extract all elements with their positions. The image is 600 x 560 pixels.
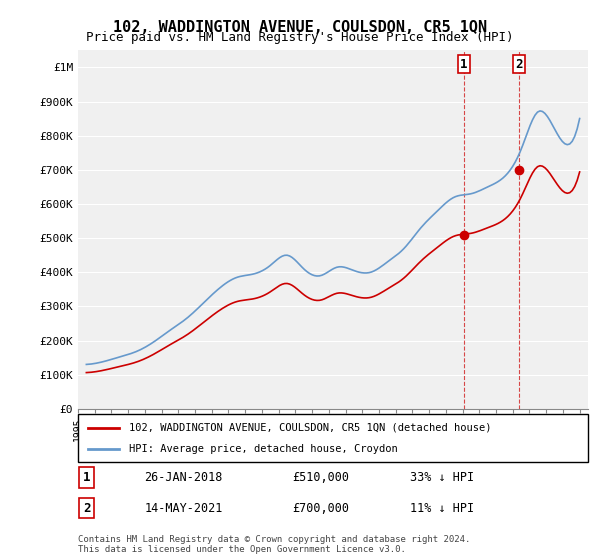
Text: 26-JAN-2018: 26-JAN-2018 (145, 471, 223, 484)
Text: 102, WADDINGTON AVENUE, COULSDON, CR5 1QN: 102, WADDINGTON AVENUE, COULSDON, CR5 1Q… (113, 20, 487, 35)
Text: 11% ↓ HPI: 11% ↓ HPI (409, 502, 473, 515)
Text: 1: 1 (460, 58, 467, 71)
Text: £510,000: £510,000 (292, 471, 349, 484)
Text: HPI: Average price, detached house, Croydon: HPI: Average price, detached house, Croy… (129, 444, 398, 454)
Text: £700,000: £700,000 (292, 502, 349, 515)
Text: 1: 1 (83, 471, 91, 484)
Text: Contains HM Land Registry data © Crown copyright and database right 2024.
This d: Contains HM Land Registry data © Crown c… (78, 535, 470, 554)
FancyBboxPatch shape (78, 414, 588, 462)
Text: 2: 2 (515, 58, 523, 71)
Text: 33% ↓ HPI: 33% ↓ HPI (409, 471, 473, 484)
Text: 102, WADDINGTON AVENUE, COULSDON, CR5 1QN (detached house): 102, WADDINGTON AVENUE, COULSDON, CR5 1Q… (129, 423, 491, 433)
Text: Price paid vs. HM Land Registry's House Price Index (HPI): Price paid vs. HM Land Registry's House … (86, 31, 514, 44)
Text: 14-MAY-2021: 14-MAY-2021 (145, 502, 223, 515)
Text: 2: 2 (83, 502, 91, 515)
